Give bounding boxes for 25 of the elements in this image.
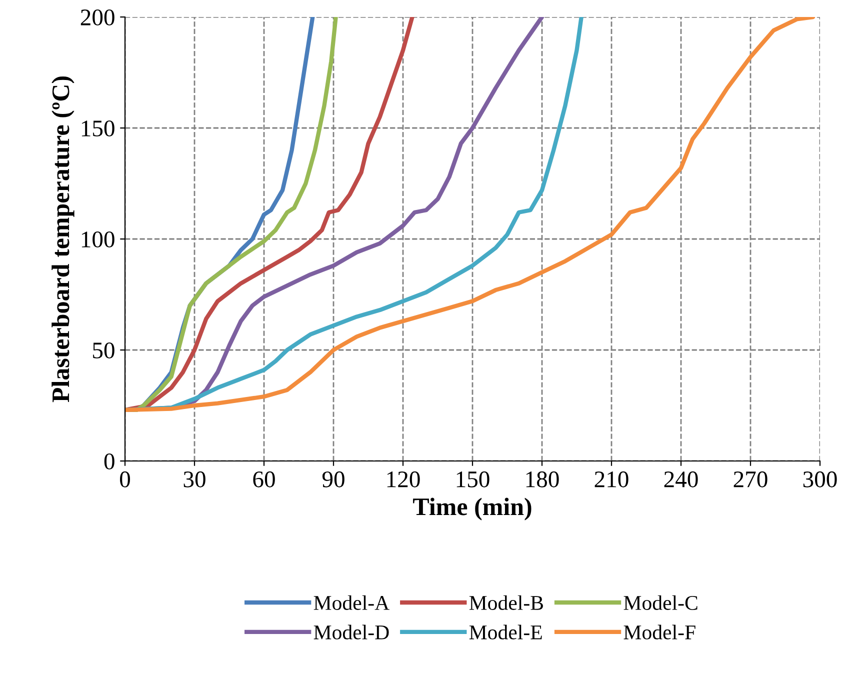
legend-label: Model-C <box>624 595 698 610</box>
y-tick-label: 0 <box>104 453 114 470</box>
x-tick-label: 0 <box>120 471 130 488</box>
x-tick-label: 90 <box>322 471 344 488</box>
x-tick-label: 240 <box>664 471 698 488</box>
y-tick-label: 50 <box>93 342 114 358</box>
x-tick-label: 30 <box>184 471 206 488</box>
x-tick-label: 150 <box>456 471 490 488</box>
legend-label: Model-F <box>624 624 696 640</box>
y-axis-title: Plasterboard temperature (ºC) <box>52 76 74 402</box>
x-tick-label: 210 <box>594 471 628 488</box>
y-tick-label: 100 <box>82 231 114 248</box>
x-tick-label: 270 <box>734 471 768 488</box>
legend-label: Model-E <box>469 624 542 640</box>
legend-label: Model-A <box>314 595 390 610</box>
y-tick-label: 200 <box>80 9 114 26</box>
y-tick-label: 150 <box>82 120 114 136</box>
x-axis-title: Time (min) <box>413 498 532 520</box>
x-tick-label: 60 <box>253 471 275 488</box>
legend-label: Model-B <box>469 595 543 610</box>
x-tick-label: 120 <box>387 471 420 488</box>
x-tick-label: 300 <box>803 471 837 488</box>
legend-label: Model-D <box>314 624 389 640</box>
line-series <box>125 17 816 412</box>
x-tick-label: 180 <box>526 471 559 488</box>
